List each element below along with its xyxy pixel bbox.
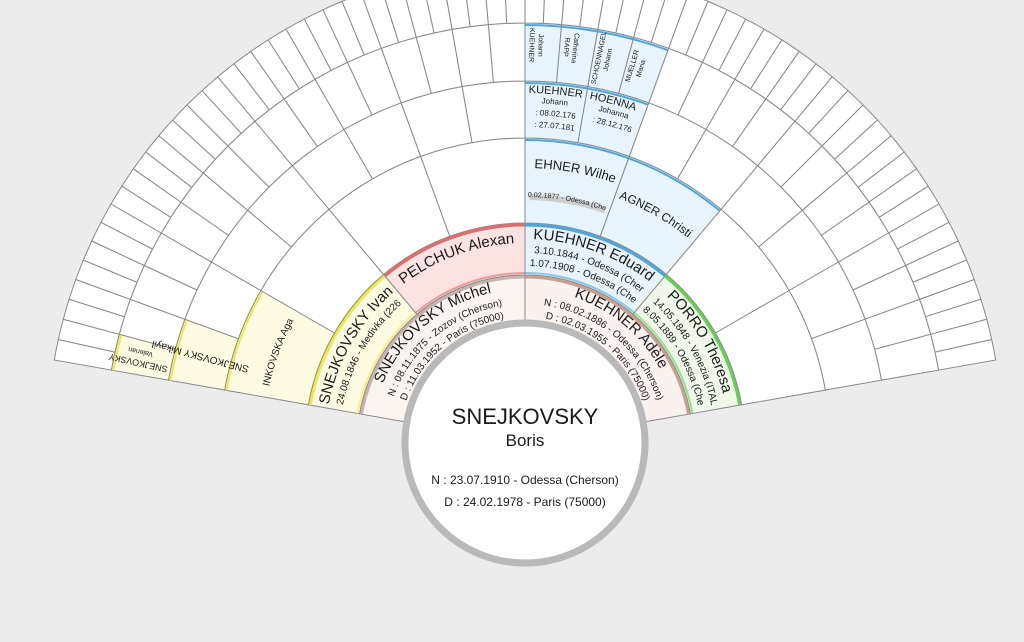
schoennagel-johann-given: Johann — [603, 48, 614, 72]
kuehner-johann-line-1: Johann — [541, 96, 568, 107]
lineage-color-rim — [524, 272, 635, 314]
lineage-color-rim — [225, 291, 264, 391]
root-given-name: Boris — [506, 431, 545, 450]
ancestor-cell[interactable] — [934, 338, 997, 371]
kuehner-johann-g5-surname: KUEHNER — [527, 28, 535, 62]
root-circle[interactable] — [401, 319, 649, 567]
mueller-maria-given: Maria — [636, 59, 648, 78]
ancestor-cell[interactable] — [524, 0, 546, 24]
date-band — [529, 194, 607, 214]
ancestor-cell[interactable] — [461, 80, 526, 144]
lineage-color-rim — [664, 274, 742, 406]
root-death: D : 24.02.1978 - Paris (75000) — [444, 495, 605, 509]
lineage-color-rim — [356, 312, 417, 414]
lineage-color-rim — [415, 272, 526, 314]
ancestor-cell[interactable] — [504, 0, 526, 24]
lineage-color-rim — [524, 139, 629, 160]
kuehner-johann-line-1-path: Johann — [541, 96, 568, 107]
lineage-color-rim — [628, 157, 721, 212]
rapp-catherina-surname: RAPP — [561, 37, 570, 57]
root-surname: SNEJKOVSKY — [452, 404, 599, 429]
lineage-color-rim — [308, 274, 386, 406]
lineage-color-rim — [360, 275, 526, 415]
root-birth: N : 23.07.1910 - Odessa (Cherson) — [431, 473, 618, 487]
rapp-catherina-given: Catherina — [569, 33, 579, 64]
lineage-color-rim — [633, 312, 694, 414]
lineage-color-rim — [524, 275, 690, 415]
kuehner-johann-g5-given: Johann — [536, 34, 544, 57]
fan-grid — [53, 0, 997, 423]
ancestor-cell[interactable] — [487, 22, 526, 83]
root-person[interactable]: SNEJKOVSKY Boris N : 23.07.1910 - Odessa… — [401, 319, 649, 567]
lineage-color-rim — [524, 223, 667, 278]
lineage-color-rim — [383, 223, 526, 278]
